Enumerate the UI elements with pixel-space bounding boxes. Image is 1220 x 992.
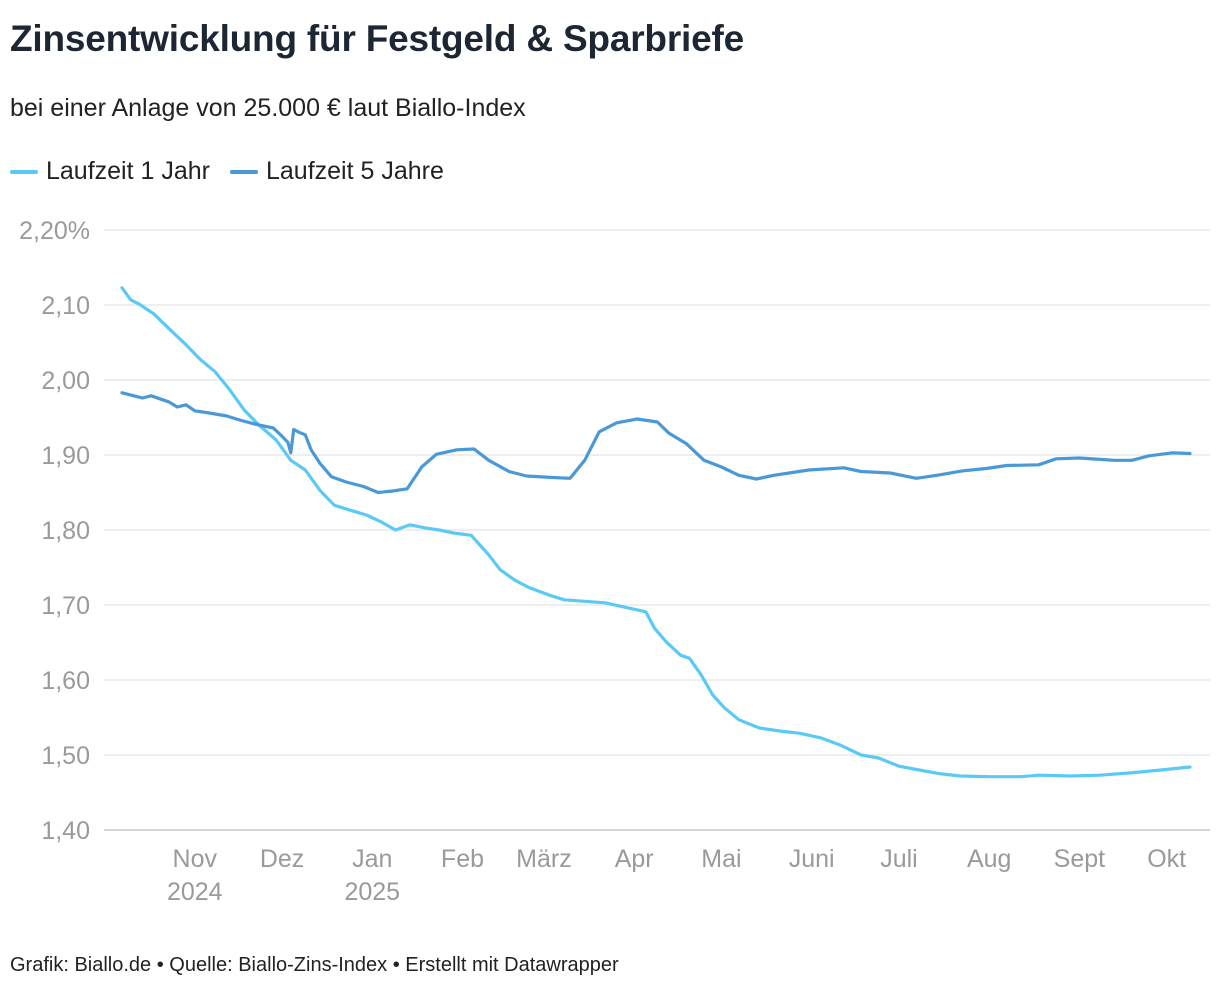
legend: Laufzeit 1 Jahr Laufzeit 5 Jahre: [10, 157, 444, 186]
y-tick-label: 1,70: [41, 592, 90, 620]
y-tick-label: 2,20%: [19, 217, 90, 245]
series-line-1-jahr: [120, 286, 1192, 779]
chart-footer: Grafik: Biallo.de • Quelle: Biallo-Zins-…: [10, 954, 619, 976]
x-tick-label: März: [516, 845, 572, 873]
x-tick-label: Sept: [1054, 845, 1105, 873]
legend-item-1-jahr: Laufzeit 1 Jahr: [10, 157, 210, 186]
legend-label-5-jahre: Laufzeit 5 Jahre: [266, 157, 444, 185]
x-tick-label: Juni: [789, 845, 835, 873]
x-tick-label: Dez: [260, 845, 304, 873]
x-tick-label: Nov: [173, 845, 218, 873]
y-tick-label: 1,80: [41, 517, 90, 545]
y-tick-label: 2,10: [41, 292, 90, 320]
x-tick-label: Juli: [880, 845, 918, 873]
x-tick-label: Jan: [352, 845, 392, 873]
chart-title: Zinsentwicklung für Festgeld & Sparbrief…: [10, 18, 744, 59]
y-tick-label: 1,60: [41, 667, 90, 695]
y-tick-label: 1,90: [41, 442, 90, 470]
x-tick-year-label: 2025: [344, 878, 400, 906]
legend-item-5-jahre: Laufzeit 5 Jahre: [230, 157, 444, 186]
legend-swatch-1-jahr: [10, 169, 38, 174]
legend-label-1-jahr: Laufzeit 1 Jahr: [46, 157, 210, 185]
x-tick-year-label: 2024: [167, 878, 223, 906]
y-tick-label: 2,00: [41, 367, 90, 395]
x-tick-label: Apr: [615, 845, 654, 873]
legend-swatch-5-jahre: [230, 169, 258, 174]
series-line-5-jahre: [120, 391, 1192, 495]
y-tick-label: 1,50: [41, 742, 90, 770]
x-tick-label: Aug: [967, 845, 1011, 873]
chart-subtitle: bei einer Anlage von 25.000 € laut Biall…: [10, 94, 526, 122]
x-tick-label: Okt: [1147, 845, 1186, 873]
y-tick-label: 1,40: [41, 817, 90, 845]
x-tick-label: Feb: [441, 845, 484, 873]
x-tick-label: Mai: [701, 845, 741, 873]
